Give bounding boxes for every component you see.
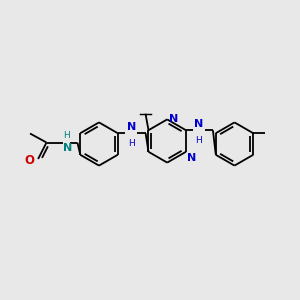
Text: H: H [195,136,202,145]
Text: N: N [169,114,178,124]
Text: O: O [25,154,34,167]
Text: H: H [128,139,135,148]
Text: N: N [63,143,73,153]
Text: N: N [194,119,203,129]
Text: N: N [188,153,197,163]
Text: N: N [127,122,136,132]
Text: H: H [63,131,70,140]
